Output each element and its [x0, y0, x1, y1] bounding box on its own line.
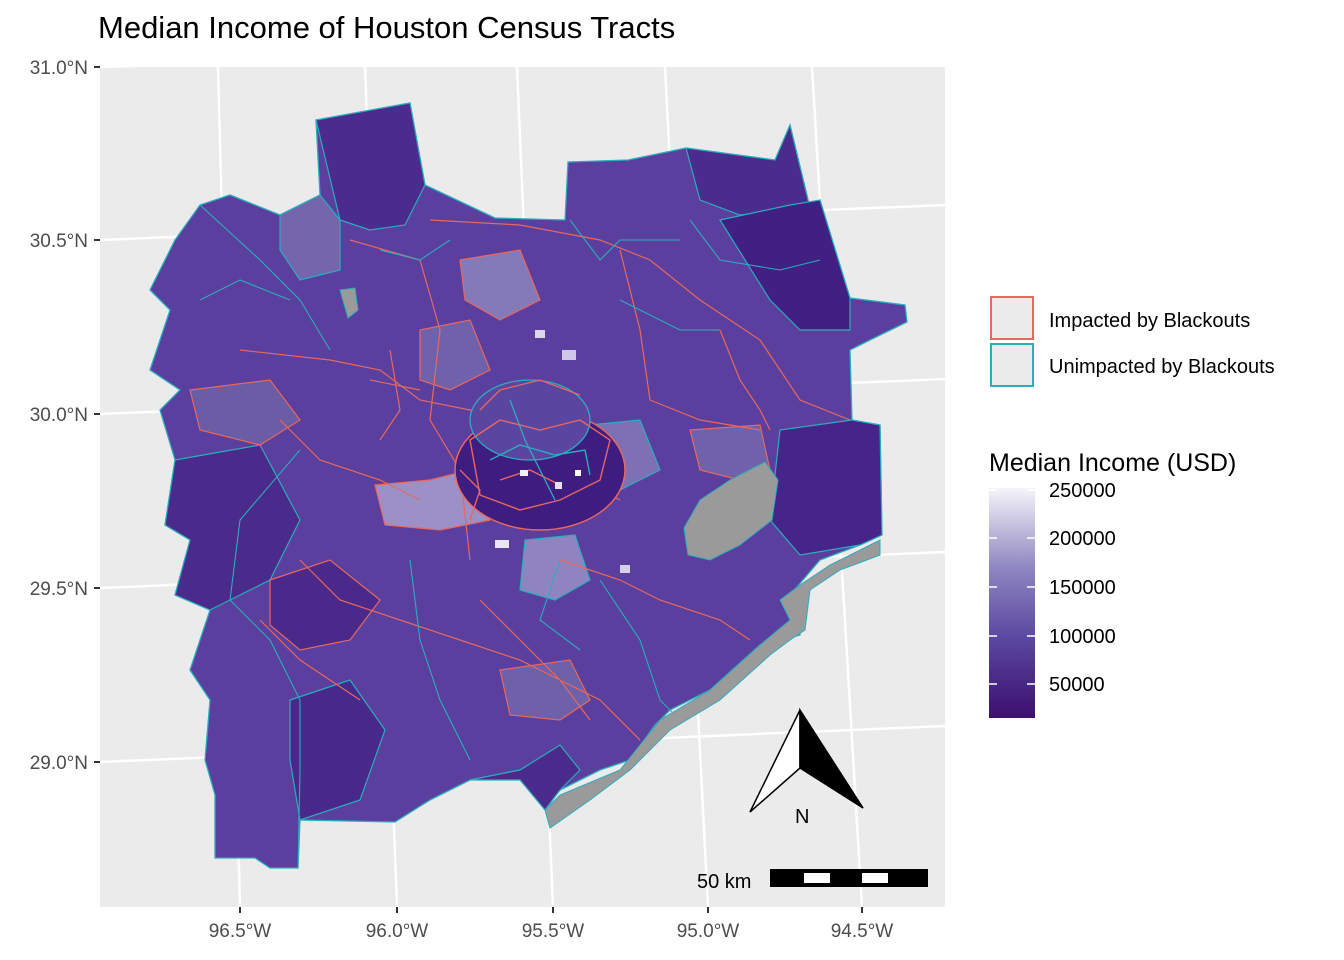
legend-label-impacted: Impacted by Blackouts: [1049, 310, 1250, 332]
y-tick-label-29-5: 29.5°N: [30, 579, 88, 600]
y-tick-label-30: 30.0°N: [30, 405, 88, 426]
tract-dark-se: [769, 419, 883, 556]
urban-core: [454, 330, 630, 573]
outline-legend: Impacted by Blackouts Unimpacted by Blac…: [990, 296, 1275, 387]
x-tick-label-94-5: 94.5°W: [831, 921, 894, 942]
tract-light-c2: [519, 534, 591, 601]
colorbar-tick-100000: 100000: [1049, 626, 1116, 648]
colorbar-tick-50000: 50000: [1049, 674, 1105, 696]
y-tick-label-29: 29.0°N: [30, 753, 88, 774]
legend-key-impacted: [990, 296, 1034, 340]
y-axis: [94, 66, 100, 763]
north-arrow-label: N: [795, 806, 809, 828]
tract-dark-e: [719, 199, 851, 331]
tract-region: [149, 102, 908, 869]
fill-legend-title: Median Income (USD): [989, 449, 1236, 477]
tract-light-ss: [499, 659, 591, 721]
water-lake-houston: [339, 287, 359, 319]
water-galveston-bay: [683, 461, 779, 561]
tract-light-n: [419, 319, 491, 391]
x-tick-label-95: 95.0°W: [677, 921, 740, 942]
legend-label-unimpacted: Unimpacted by Blackouts: [1049, 356, 1275, 378]
x-tick-label-96: 96.0°W: [366, 921, 429, 942]
scale-bar-label: 50 km: [697, 871, 751, 893]
legend-key-unimpacted: [990, 343, 1034, 387]
colorbar-tick-150000: 150000: [1049, 577, 1116, 599]
x-tick-label-96-5: 96.5°W: [209, 921, 272, 942]
colorbar-tick-200000: 200000: [1049, 528, 1116, 550]
tract-dark-sw: [269, 559, 381, 651]
y-tick-label-31: 31.0°N: [30, 58, 88, 79]
tract-light-w: [189, 379, 301, 446]
water-gulf-coast: [544, 539, 881, 829]
unimpacted-outlines: [199, 204, 821, 869]
colorbar-tick-250000: 250000: [1049, 480, 1116, 502]
map-title: Median Income of Houston Census Tracts: [98, 10, 676, 45]
y-tick-label-30-5: 30.5°N: [30, 231, 88, 252]
x-tick-label-95-5: 95.5°W: [522, 921, 585, 942]
income-colorbar: [989, 488, 1035, 718]
tract-dark-w: [164, 444, 301, 611]
tract-dark-sse: [469, 744, 581, 811]
scale-bar: 50 km: [697, 869, 928, 893]
fill-legend: Median Income (USD) 250000 200000 150000…: [989, 449, 1236, 718]
tract-light-c1: [459, 249, 541, 321]
x-axis: [239, 907, 863, 913]
north-arrow: N: [749, 707, 864, 828]
tract-dark-s: [289, 679, 386, 821]
tract-light-nw: [279, 194, 341, 281]
